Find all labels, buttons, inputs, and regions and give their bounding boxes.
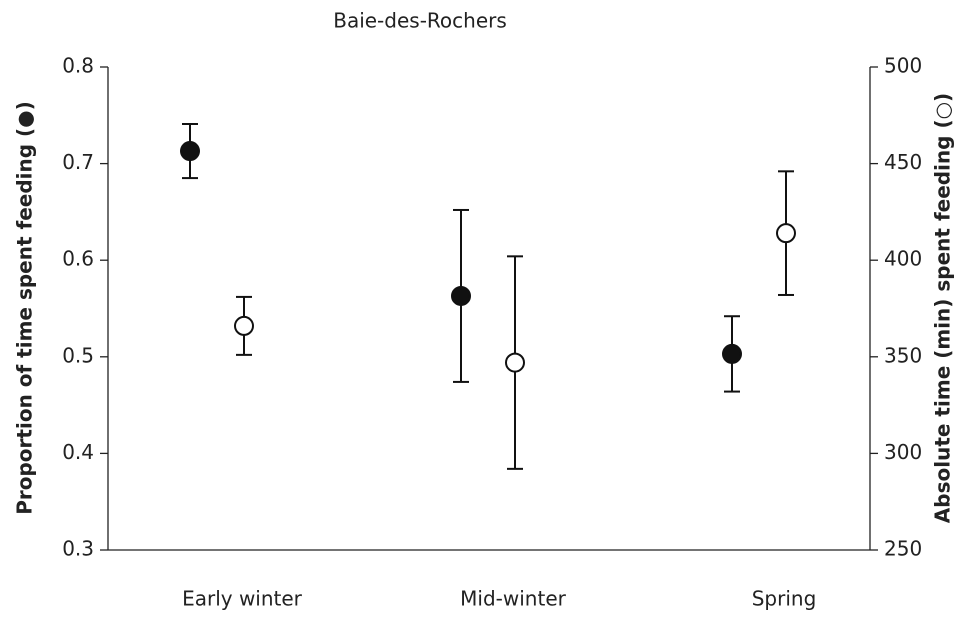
point [451,285,471,306]
point [505,352,525,373]
x-tick-label: Mid-winter [460,587,566,611]
y-axis-label: Proportion of time spent feeding (●) [13,101,37,515]
chart-title: Baie-des-Rochers [333,9,507,33]
y2-tick-label: 350 [884,343,922,367]
x-tick-label: Spring [752,587,817,611]
point [234,315,254,336]
x-tick-label: Early winter [182,587,303,611]
y-tick-label: 0.3 [62,537,94,561]
y-tick-label: 0.7 [62,150,94,174]
y2-axis-label: Absolute time (min) spent feeding (○) [931,93,955,523]
y2-tick-label: 400 [884,247,922,271]
y2-tick-label: 250 [884,537,922,561]
point [722,343,742,364]
y-tick-label: 0.6 [62,247,94,271]
y2-tick-label: 450 [884,150,922,174]
y-tick-label: 0.8 [62,54,94,78]
y2-tick-label: 300 [884,440,922,464]
y-tick-label: 0.4 [62,440,94,464]
y-tick-label: 0.5 [62,343,94,367]
point [180,141,200,162]
y2-tick-label: 500 [884,54,922,78]
point [776,223,796,244]
